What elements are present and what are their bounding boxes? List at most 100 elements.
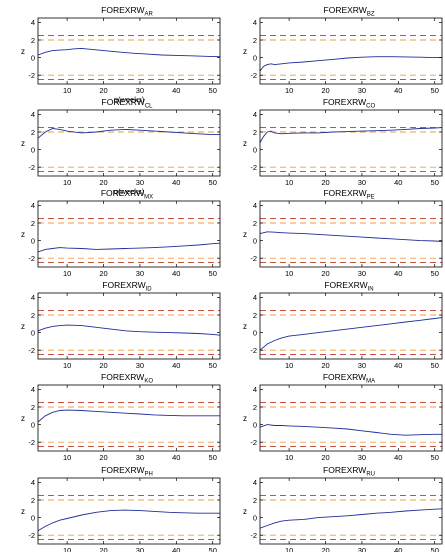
y-tick-label: 2 (31, 219, 35, 228)
series-line (259, 424, 442, 436)
chart-title-main: FOREXRW (101, 5, 144, 15)
y-tick-label: 2 (253, 219, 257, 228)
y-axis-label: z (21, 507, 25, 516)
x-tick-label: 10 (285, 361, 293, 370)
y-tick-label: 0 (31, 420, 35, 429)
chart-title-main: FOREXRW (324, 280, 367, 290)
x-tick-label: 20 (99, 178, 107, 187)
x-tick-label: 30 (136, 269, 144, 278)
chart-title: FOREXRWAR (101, 5, 153, 18)
y-tick-label: -2 (250, 163, 257, 172)
y-tick-label: -2 (28, 438, 35, 447)
y-axis-label: z (21, 230, 25, 239)
x-tick-label: 20 (321, 546, 329, 552)
chart-title-main: FOREXRW (102, 97, 145, 107)
chart-title: FOREXRWCO (323, 97, 376, 110)
plot-frame (259, 384, 443, 452)
y-tick-label: -2 (28, 163, 35, 172)
series-line (259, 127, 443, 143)
x-tick-label: 20 (99, 361, 107, 370)
series-line (37, 324, 221, 336)
x-tick-label: 20 (321, 453, 329, 462)
x-tick-label: 20 (321, 86, 329, 95)
y-tick-label: 0 (31, 145, 35, 154)
x-tick-label: 30 (358, 178, 366, 187)
y-axis-label: z (21, 414, 25, 423)
x-tick-label: 20 (321, 361, 329, 370)
chart-title: FOREXRWMX (101, 188, 153, 201)
x-tick-label: 50 (431, 86, 439, 95)
x-tick-label: 50 (431, 361, 439, 370)
x-tick-label: 20 (321, 269, 329, 278)
y-tick-label: 4 (31, 385, 35, 394)
y-tick-label: 2 (31, 496, 35, 505)
chart-title-subscript: PH (144, 472, 152, 478)
chart-title-subscript: IN (368, 287, 374, 293)
x-tick-label: 40 (172, 546, 180, 552)
y-tick-label: 0 (253, 328, 257, 337)
y-tick-label: 4 (253, 385, 257, 394)
y-axis-label: z (243, 230, 247, 239)
x-tick-label: 10 (285, 546, 293, 552)
y-tick-label: 2 (253, 36, 257, 45)
x-tick-label: 10 (63, 269, 71, 278)
y-tick-label: -2 (28, 71, 35, 80)
y-axis-label: z (21, 47, 25, 56)
chart-title-subscript: MX (144, 195, 153, 201)
plot-frame (259, 292, 443, 360)
x-tick-label: 50 (431, 453, 439, 462)
x-tick-label: 50 (209, 86, 217, 95)
x-axis-label: q(weeks) (114, 95, 145, 104)
y-tick-label: 4 (253, 293, 257, 302)
x-tick-label: 30 (358, 269, 366, 278)
x-tick-label: 50 (431, 269, 439, 278)
x-tick-label: 30 (136, 86, 144, 95)
y-tick-label: 0 (253, 513, 257, 522)
y-tick-label: 4 (253, 478, 257, 487)
series-line (259, 231, 443, 242)
x-tick-label: 40 (394, 546, 402, 552)
y-tick-label: 2 (31, 311, 35, 320)
y-tick-label: 0 (253, 420, 257, 429)
x-tick-label: 50 (209, 269, 217, 278)
x-tick-label: 20 (321, 178, 329, 187)
y-tick-label: -2 (28, 346, 35, 355)
series-line (37, 242, 221, 253)
chart-title-subscript: KO (144, 379, 153, 385)
series-line (37, 128, 220, 139)
plot-frame (259, 477, 443, 545)
x-tick-label: 40 (394, 453, 402, 462)
x-tick-label: 10 (285, 178, 293, 187)
y-axis-label: z (243, 47, 247, 56)
y-tick-label: 2 (31, 403, 35, 412)
x-tick-label: 50 (209, 546, 217, 552)
plot-frame (37, 384, 221, 452)
y-tick-label: 0 (31, 328, 35, 337)
chart-title: FOREXRWBZ (324, 5, 375, 18)
y-tick-label: 4 (253, 18, 257, 27)
y-tick-label: 2 (31, 36, 35, 45)
x-tick-label: 40 (172, 178, 180, 187)
y-tick-label: 2 (253, 496, 257, 505)
chart-title-main: FOREXRW (102, 280, 145, 290)
x-tick-label: 50 (209, 361, 217, 370)
x-tick-label: 10 (285, 453, 293, 462)
y-axis-label: z (243, 139, 247, 148)
y-tick-label: 4 (31, 110, 35, 119)
y-tick-label: 2 (31, 128, 35, 137)
chart-title-subscript: RU (366, 472, 375, 478)
y-tick-label: -2 (28, 531, 35, 540)
chart-title: FOREXRWKO (101, 372, 153, 385)
y-axis-label: z (21, 322, 25, 331)
y-tick-label: 0 (253, 145, 257, 154)
x-tick-label: 30 (358, 453, 366, 462)
series-line (259, 56, 442, 72)
x-tick-label: 50 (209, 453, 217, 462)
chart-title: FOREXRWRU (323, 465, 375, 478)
chart-title-main: FOREXRW (323, 372, 366, 382)
y-axis-label: z (243, 322, 247, 331)
y-axis-label: z (243, 507, 247, 516)
x-tick-label: 20 (99, 269, 107, 278)
plot-frame (37, 200, 221, 268)
